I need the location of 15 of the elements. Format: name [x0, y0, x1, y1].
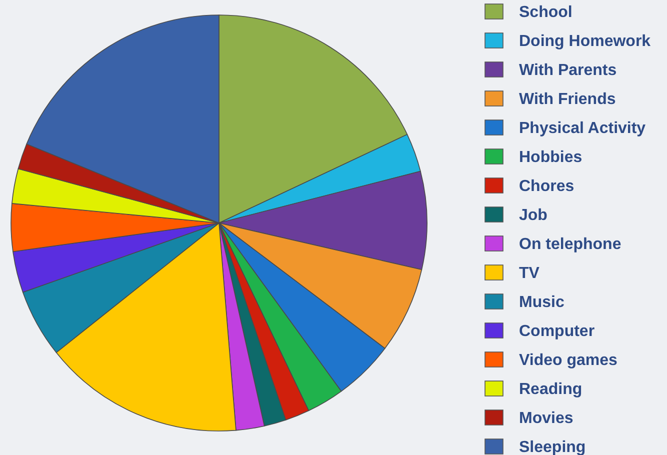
- legend-label: With Friends: [519, 91, 616, 108]
- legend-label: TV: [519, 265, 540, 282]
- legend-label: Computer: [519, 323, 595, 340]
- legend-label: Video games: [519, 352, 618, 369]
- legend-label: Doing Homework: [519, 33, 651, 50]
- legend-label: On telephone: [519, 236, 622, 253]
- legend-label: Physical Activity: [519, 120, 646, 137]
- legend-label: Hobbies: [519, 149, 582, 166]
- legend-label: Music: [519, 294, 564, 311]
- legend-label: School: [519, 4, 572, 21]
- legend-label: Job: [519, 207, 548, 224]
- legend-label: Movies: [519, 410, 574, 427]
- legend-label: Chores: [519, 178, 574, 195]
- legend-label: With Parents: [519, 62, 617, 79]
- legend-label: Reading: [519, 381, 582, 398]
